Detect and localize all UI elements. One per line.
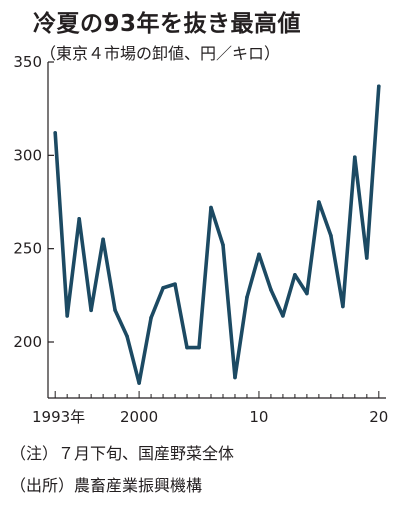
- series-line: [53, 84, 381, 385]
- data-point: [149, 315, 153, 320]
- y-tick-label: 250: [13, 240, 42, 258]
- data-point: [53, 131, 57, 135]
- x-axis: 1993年 2000 10 20: [32, 391, 388, 426]
- data-point: [209, 205, 213, 210]
- data-point: [233, 375, 237, 380]
- y-tick-label: 300: [13, 146, 42, 164]
- data-point: [77, 217, 81, 221]
- data-point: [245, 295, 249, 300]
- data-point: [221, 243, 225, 247]
- footnote-note: （注）７月下旬、国産野菜全体: [10, 444, 235, 463]
- data-point: [185, 345, 189, 350]
- data-point: [161, 286, 165, 290]
- data-point: [341, 304, 345, 309]
- x-tick-label: 10: [249, 408, 268, 426]
- chart-subtitle: （東京４市場の卸値、円／キロ）: [40, 44, 281, 63]
- data-point: [365, 256, 369, 260]
- x-tick-label: 20: [369, 408, 388, 426]
- series-group: [53, 84, 381, 385]
- data-point: [257, 252, 261, 257]
- x-tick-label: 2000: [120, 408, 158, 426]
- footnote-source: （出所）農畜産業振興機構: [10, 476, 203, 495]
- data-point: [101, 237, 105, 242]
- data-point: [329, 233, 333, 238]
- data-point: [269, 287, 273, 292]
- x-tick-label: 1993年: [32, 408, 85, 426]
- data-point: [89, 308, 93, 313]
- data-point: [173, 282, 177, 286]
- chart-title: 冷夏の93年を抜き最高値: [33, 11, 302, 37]
- y-tick-label: 350: [13, 53, 42, 71]
- line-chart: 200 250 300 350 1993年 2000 10 20: [13, 53, 388, 426]
- data-point: [137, 381, 141, 385]
- y-tick-label: 200: [13, 333, 42, 351]
- data-point: [197, 345, 201, 350]
- data-point: [377, 84, 381, 89]
- data-point: [305, 291, 309, 296]
- data-point: [317, 200, 321, 204]
- data-point: [281, 314, 285, 318]
- y-axis: 200 250 300 350: [13, 53, 54, 398]
- data-point: [125, 334, 129, 339]
- data-point: [353, 155, 357, 159]
- data-point: [65, 314, 69, 318]
- data-point: [293, 273, 297, 277]
- data-point: [113, 308, 117, 313]
